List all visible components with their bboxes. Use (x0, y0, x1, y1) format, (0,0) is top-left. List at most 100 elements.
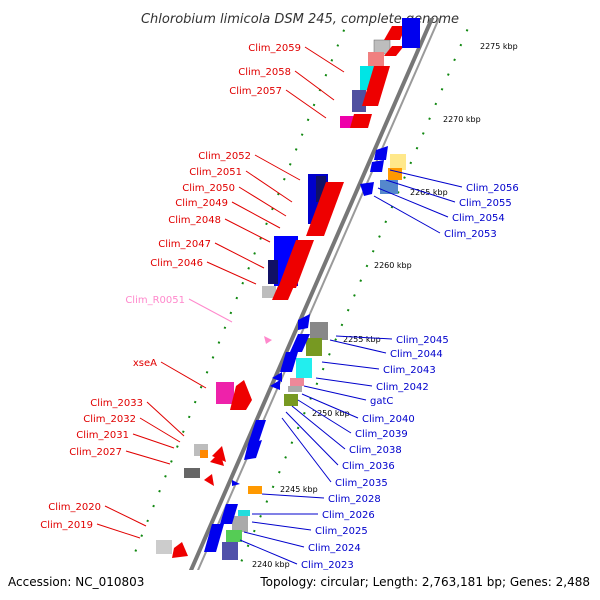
forward-leader-line (139, 417, 181, 443)
forward-leader-line (294, 70, 335, 101)
reverse-leader-line (301, 393, 359, 419)
gene-red-dart-r0051 (264, 336, 272, 344)
gene-pink-box-2042 (290, 378, 304, 386)
forward-leader-line (245, 170, 293, 203)
forward-leader-line (224, 218, 271, 243)
gene-cyan-box-2026 (238, 510, 250, 516)
reverse-gene-label: Clim_2044 (390, 349, 443, 360)
gene-blue-dart-2042 (272, 372, 282, 382)
tick-label-2265: 2265 kbp (410, 188, 448, 197)
gene-cyan-box-2043 (296, 358, 312, 378)
reverse-gene-label: Clim_2055 (459, 198, 512, 209)
reverse-gene-label: Clim_2023 (301, 560, 354, 571)
gene-red-block-2052 (306, 182, 344, 236)
gene-blue-arrow-2056 (374, 146, 388, 160)
forward-gene-label: Clim_2050 (182, 183, 235, 194)
gene-navy-box-2023 (222, 542, 238, 560)
reverse-gene-label: Clim_2040 (362, 414, 415, 425)
gene-orange-box-2033 (200, 450, 208, 458)
genome-title: Chlorobium limicola DSM 245, complete ge… (141, 12, 459, 27)
accession-label: Accession: NC_010803 (8, 575, 144, 589)
forward-leader-line (231, 201, 281, 229)
reverse-gene-label: gatC (370, 396, 393, 407)
reverse-leader-line (373, 195, 441, 234)
leaders (96, 46, 463, 565)
gene-red-triangle-2032 (210, 452, 224, 466)
gene-blue-arrow-2045 (298, 314, 310, 330)
gene-grey-box-2019 (156, 540, 172, 554)
forward-gene-label: Clim_2058 (238, 67, 291, 78)
forward-leader-line (206, 261, 257, 285)
reverse-leader-line (239, 539, 298, 565)
gene-blue-block-top (402, 18, 420, 48)
gene-red-arrow-upper (350, 114, 372, 128)
reverse-leader-line (389, 169, 463, 188)
reverse-features (204, 18, 420, 592)
gene-teal-box-bottom (192, 574, 208, 592)
tick-label-2250: 2250 kbp (312, 409, 350, 418)
gene-blue-block-2043 (280, 352, 298, 372)
forward-gene-label: Clim_R0051 (125, 295, 185, 306)
tick-label-2275: 2275 kbp (480, 42, 518, 51)
reverse-gene-label: Clim_2045 (396, 335, 449, 346)
reverse-leader-line (291, 405, 346, 450)
gene-blue-block-2023 (204, 524, 224, 552)
reverse-gene-label: Clim_2053 (444, 229, 497, 240)
forward-leader-line (285, 89, 327, 119)
forward-gene-label: Clim_2031 (76, 430, 129, 441)
forward-gene-label: Clim_2033 (90, 398, 143, 409)
reverse-leader-line (285, 411, 339, 466)
gene-red-arrow-2059 (384, 26, 406, 40)
reverse-leader-line (297, 399, 352, 434)
reverse-leader-line (243, 531, 305, 548)
forward-leader-line (132, 433, 175, 449)
reverse-gene-label: Clim_2039 (355, 429, 408, 440)
gene-olive-box-2040 (284, 394, 298, 406)
gene-red-arrow-2058 (384, 46, 404, 56)
tick-label-2270: 2270 kbp (443, 115, 481, 124)
tick-label-2240: 2240 kbp (252, 560, 290, 569)
gene-cyan-lower-box (352, 90, 366, 112)
gene-blue-block-2035 (220, 504, 238, 524)
reverse-leader-line (261, 493, 325, 499)
reverse-gene-label: Clim_2054 (452, 213, 505, 224)
tick-label-2245: 2245 kbp (280, 485, 318, 494)
forward-leader-line (96, 523, 141, 539)
gene-red-arrow-2019 (172, 542, 188, 558)
forward-gene-label: Clim_2059 (248, 43, 301, 54)
forward-gene-label: Clim_2027 (69, 447, 122, 458)
gene-navy-box-2 (316, 176, 326, 202)
forward-leader-line (125, 450, 171, 465)
reverse-leader-line (251, 521, 312, 531)
gene-orange-box-2055 (388, 168, 402, 180)
gene-xsea-box (216, 382, 234, 404)
gene-red-block-2057 (362, 66, 390, 106)
reverse-gene-label: Clim_2056 (466, 183, 519, 194)
gene-red-triangle-2027 (204, 474, 214, 486)
reverse-gene-label: Clim_2035 (335, 478, 388, 489)
gene-blue-arrow-2036 (244, 440, 262, 460)
reverse-leader-line (385, 179, 456, 203)
gene-teal-box-lower (208, 574, 224, 592)
gene-magenta-box (340, 116, 354, 128)
forward-gene-label: Clim_2052 (198, 151, 251, 162)
forward-gene-label: Clim_2049 (175, 198, 228, 209)
forward-gene-label: Clim_2019 (40, 520, 93, 531)
forward-gene-label: Clim_2048 (168, 215, 221, 226)
topology-summary: Topology: circular; Length: 2,763,181 bp… (259, 575, 590, 589)
forward-gene-label: Clim_2051 (189, 167, 242, 178)
forward-labels: Clim_2059 Clim_2058 Clim_2057 Clim_2052 Clim… (40, 43, 301, 531)
gene-red-arrow-xsea (230, 380, 252, 410)
gene-grey-box-gatc (288, 386, 302, 392)
gene-clim-2058-box (368, 52, 384, 66)
tick-label-2260: 2260 kbp (374, 261, 412, 270)
forward-gene-label: Clim_2057 (229, 86, 282, 97)
reverse-leader-line (321, 361, 380, 370)
gene-green-box-2024 (226, 530, 242, 542)
gene-red-block-2047 (278, 240, 314, 288)
reverse-leader-line (281, 417, 332, 483)
gene-grey-box-2045 (310, 322, 328, 340)
gene-orange-box-2028 (248, 486, 262, 494)
forward-gene-label: xseA (133, 358, 157, 369)
